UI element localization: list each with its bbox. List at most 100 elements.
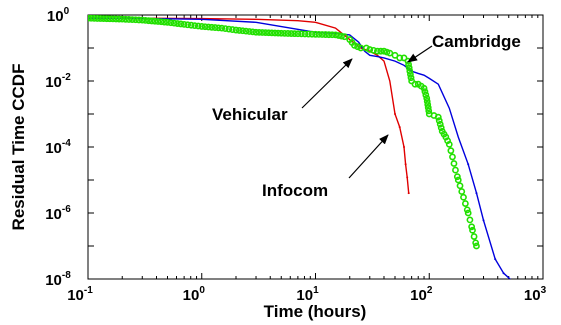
series-point-2 <box>177 20 185 28</box>
series-point-1 <box>467 163 470 166</box>
series-point-2 <box>425 107 433 115</box>
y-axis-label: Residual Time CCDF <box>9 64 28 231</box>
series-point-2 <box>366 46 374 53</box>
series-point-2 <box>473 242 480 250</box>
series-point-2 <box>450 160 458 167</box>
series-point-0 <box>398 126 401 129</box>
series-point-2 <box>211 24 219 31</box>
x-tick-label: 10-1 <box>67 285 93 304</box>
series-point-2 <box>325 31 333 39</box>
series-point-2 <box>93 15 101 22</box>
series-point-2 <box>274 29 282 37</box>
series-point-2 <box>422 91 430 99</box>
series-point-2 <box>194 22 202 30</box>
series-point-2 <box>284 30 292 37</box>
series-point-2 <box>100 15 107 23</box>
series-point-2 <box>229 26 236 33</box>
series-point-2 <box>305 30 312 38</box>
annotation-infocom: Infocom <box>262 181 328 200</box>
series-point-2 <box>258 29 266 36</box>
series-point-2 <box>201 23 209 31</box>
series-point-2 <box>377 47 385 55</box>
series-point-2 <box>208 23 216 31</box>
y-tick-label: 100 <box>47 6 70 25</box>
series-point-2 <box>232 26 240 34</box>
series-point-0 <box>403 146 406 148</box>
series-point-0 <box>394 113 397 115</box>
series-point-2 <box>458 188 466 195</box>
y-tick-label: 10-4 <box>45 138 71 157</box>
annotation-cambridge: Cambridge <box>432 32 521 51</box>
series-point-2 <box>174 20 181 27</box>
series-point-2 <box>215 24 222 32</box>
series-point-2 <box>328 31 336 39</box>
series-point-2 <box>421 88 429 96</box>
series-point-2 <box>460 193 467 201</box>
annotations: Cambridge Vehicular Infocom <box>212 32 521 200</box>
series-point-2 <box>225 25 233 33</box>
x-tick-label: 103 <box>524 285 547 304</box>
series-point-2 <box>341 33 348 41</box>
series-point-2 <box>180 20 188 28</box>
series-point-2 <box>449 153 456 161</box>
series-point-2 <box>157 18 165 26</box>
series-point-2 <box>351 41 358 49</box>
series-point-2 <box>125 16 133 23</box>
series-point-2 <box>218 24 226 32</box>
series-point-2 <box>436 120 444 128</box>
series-point-2 <box>294 30 302 38</box>
series-point-2 <box>407 74 415 82</box>
series-point-2 <box>249 28 257 36</box>
x-tick-label: 101 <box>296 285 319 304</box>
series-point-2 <box>106 15 114 23</box>
series-point-2 <box>362 44 370 52</box>
series-point-2 <box>453 173 461 181</box>
series-point-2 <box>308 30 316 38</box>
series-point-2 <box>154 18 162 25</box>
series-point-2 <box>464 209 472 217</box>
series-point-2 <box>373 47 381 55</box>
series-point-2 <box>396 54 404 62</box>
series-markers-2 <box>88 15 480 250</box>
series-point-2 <box>151 17 159 25</box>
series-point-2 <box>184 21 192 29</box>
series-point-2 <box>469 226 476 234</box>
series-point-1 <box>482 219 485 222</box>
series-point-2 <box>109 15 117 23</box>
series-point-2 <box>112 15 120 23</box>
series-point-2 <box>322 31 329 38</box>
series-point-2 <box>145 17 152 25</box>
y-tick-label: 10-6 <box>45 204 71 223</box>
series-point-2 <box>118 15 126 23</box>
series-point-2 <box>122 15 129 23</box>
series-point-2 <box>435 117 443 125</box>
series-line-1 <box>88 17 512 279</box>
series-point-2 <box>132 16 139 24</box>
y-tick-label: 10-2 <box>45 72 71 91</box>
series-point-2 <box>115 15 123 23</box>
annotation-vehicular: Vehicular <box>212 105 288 124</box>
series-point-2 <box>454 176 462 184</box>
series-point-2 <box>407 70 414 78</box>
y-tick-label: 10-8 <box>45 270 71 289</box>
series-point-2 <box>315 30 323 38</box>
series-point-2 <box>406 67 414 75</box>
series-point-1 <box>475 192 478 195</box>
series-layer <box>88 15 514 283</box>
series-point-2 <box>205 23 212 31</box>
series-point-2 <box>242 27 250 35</box>
series-point-2 <box>277 29 285 37</box>
series-point-2 <box>445 140 453 148</box>
series-point-2 <box>312 30 319 38</box>
series-point-2 <box>338 32 345 40</box>
series-point-1 <box>512 281 514 283</box>
series-point-2 <box>423 98 431 105</box>
series-point-2 <box>88 15 92 22</box>
infocom-arrow <box>348 134 389 179</box>
series-point-2 <box>456 182 464 190</box>
vehicular-arrow <box>301 58 353 109</box>
series-point-0 <box>407 192 410 195</box>
cambridge-arrow <box>407 45 433 63</box>
series-point-2 <box>167 19 175 27</box>
series-point-2 <box>239 27 247 35</box>
